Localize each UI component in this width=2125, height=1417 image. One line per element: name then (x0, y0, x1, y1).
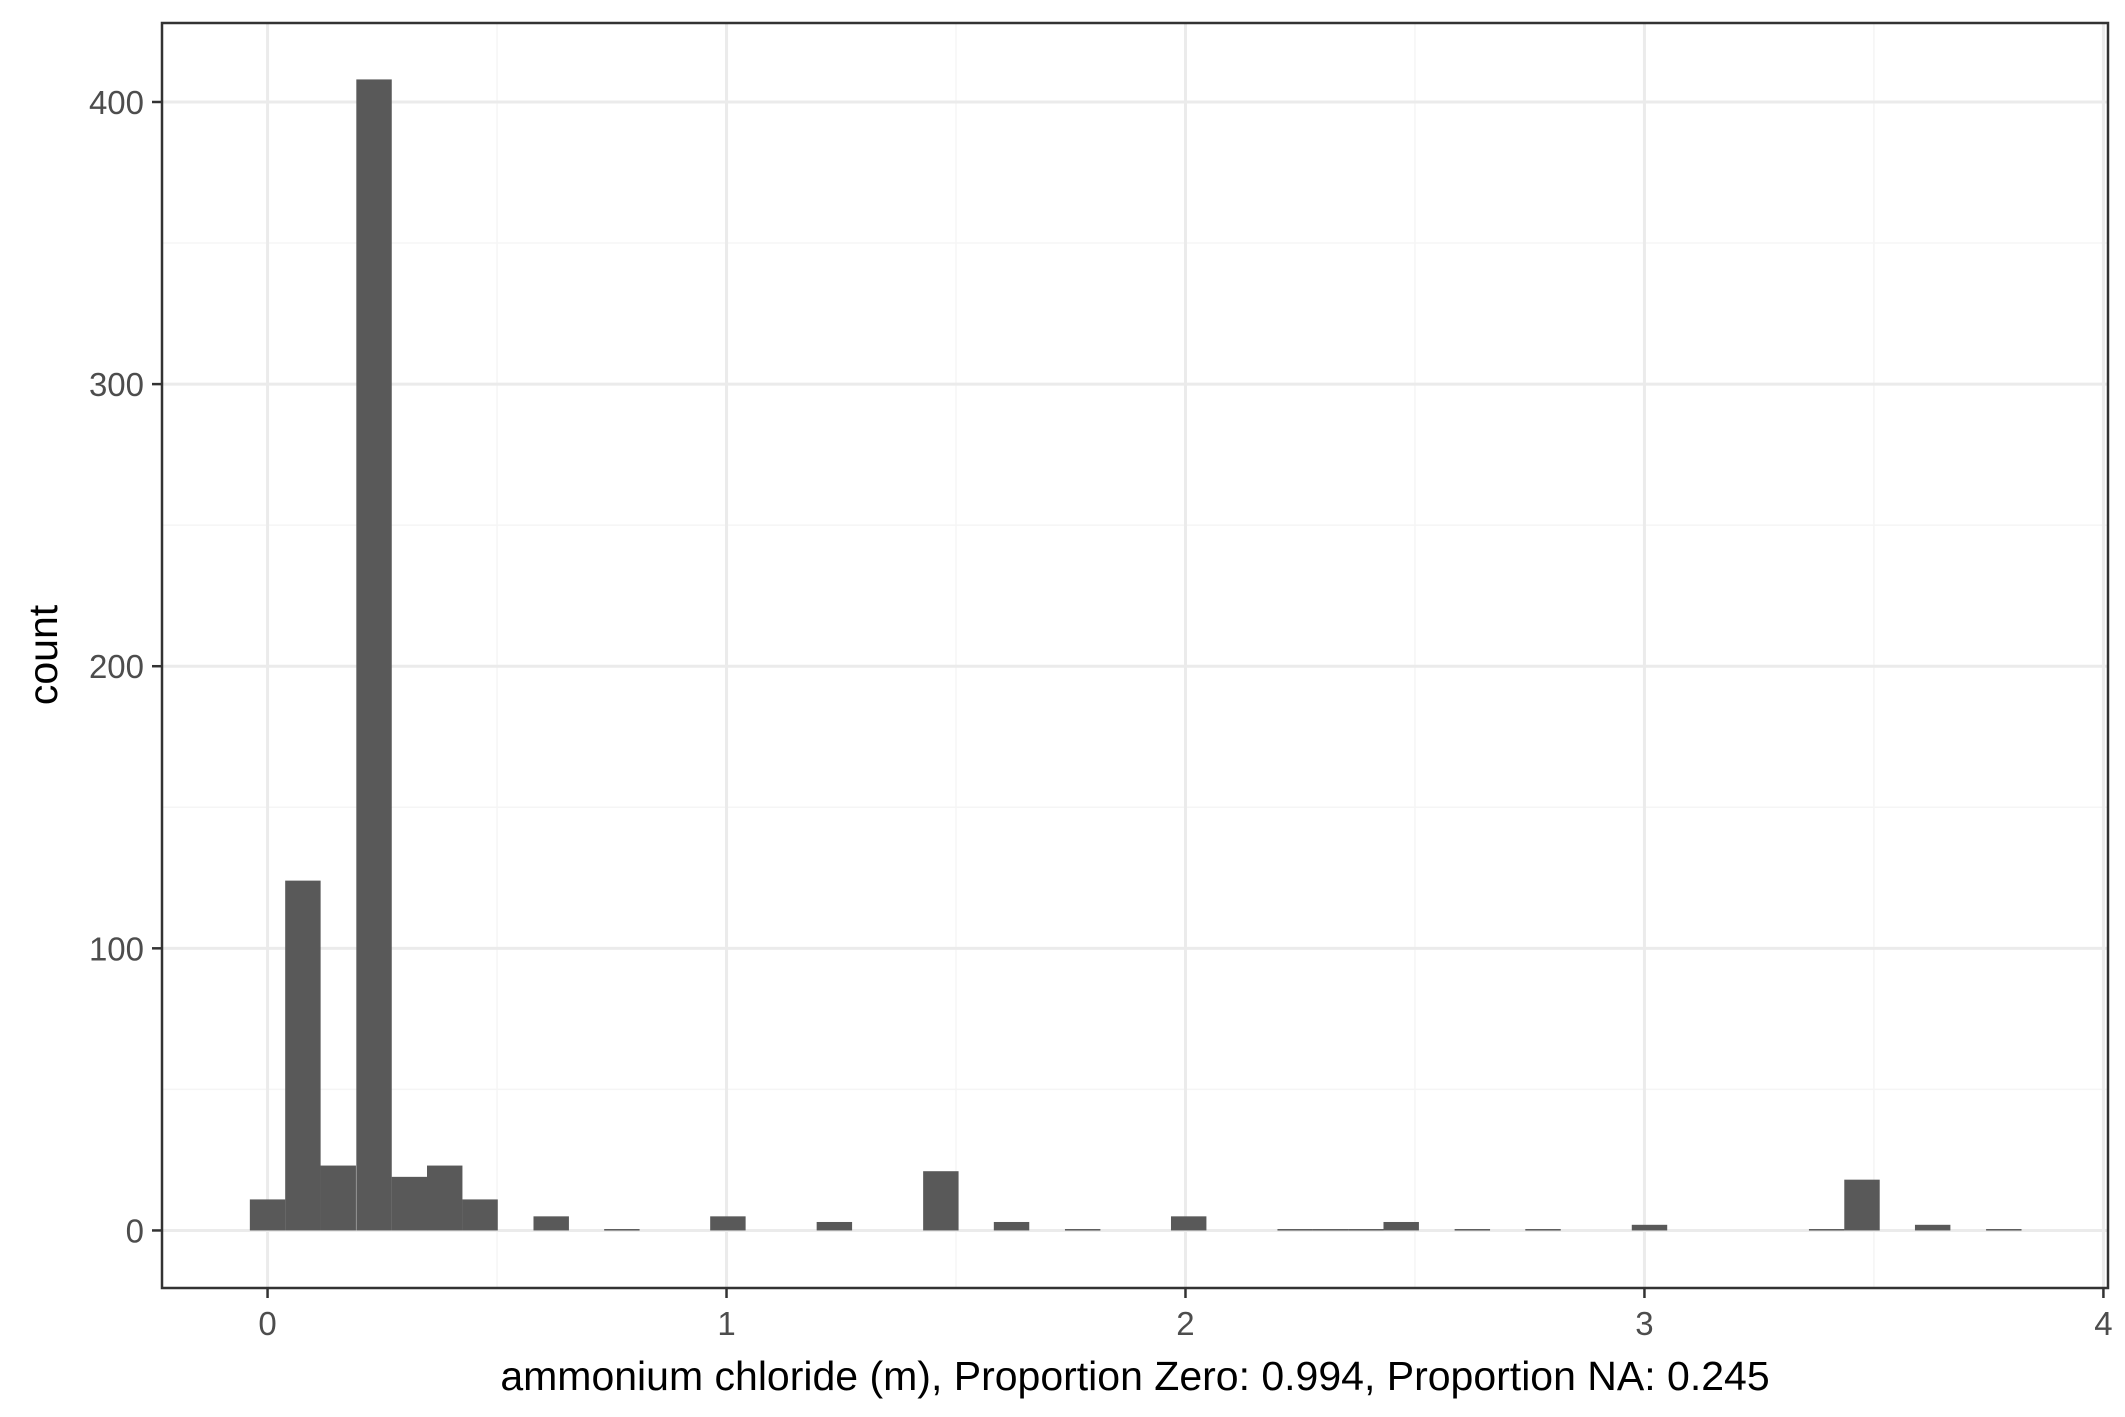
x-axis-title: ammonium chloride (m), Proportion Zero: … (500, 1353, 1769, 1399)
grid-minor (162, 23, 2108, 1288)
histogram-bar (356, 79, 392, 1231)
histogram-bar (923, 1171, 959, 1231)
panel-background (162, 23, 2108, 1288)
histogram-bar (604, 1229, 640, 1231)
histogram-bar (320, 1165, 356, 1231)
histogram-bar (1914, 1224, 1951, 1231)
y-tick-label: 400 (89, 84, 144, 121)
x-axis: 0 1 2 3 4 (258, 1288, 2113, 1342)
histogram-bar (1844, 1179, 1880, 1231)
histogram-bar (1631, 1224, 1668, 1231)
x-tick-label: 3 (1635, 1305, 1653, 1342)
x-tick-label: 2 (1176, 1305, 1194, 1342)
histogram-bar (427, 1165, 463, 1231)
y-axis: 0 100 200 300 400 (89, 84, 162, 1249)
x-tick-label: 0 (258, 1305, 276, 1342)
histogram-bars (249, 79, 2022, 1231)
histogram-bar (462, 1199, 498, 1231)
histogram-bar (285, 880, 321, 1231)
y-tick-label: 300 (89, 366, 144, 403)
histogram-bar (533, 1216, 569, 1231)
y-tick-label: 0 (126, 1212, 144, 1249)
histogram-bar (993, 1221, 1030, 1231)
y-tick-label: 200 (89, 648, 144, 685)
y-tick-label: 100 (89, 930, 144, 967)
y-axis-title: count (20, 604, 66, 705)
histogram-bar (249, 1199, 286, 1231)
histogram-bar (816, 1221, 853, 1231)
panel-border (160, 21, 2110, 1290)
histogram-bar (1454, 1229, 1491, 1231)
histogram-bar (1808, 1229, 1845, 1231)
histogram-bar (1277, 1229, 1313, 1231)
histogram-bar (1525, 1229, 1561, 1231)
histogram-bar (1383, 1221, 1419, 1231)
histogram-bar (1312, 1229, 1349, 1231)
histogram-bar (1170, 1216, 1207, 1231)
histogram-bar (1064, 1229, 1101, 1231)
histogram-bar (391, 1176, 428, 1231)
x-tick-label: 4 (2094, 1305, 2112, 1342)
histogram-bar (1986, 1229, 2022, 1231)
histogram-bar (710, 1216, 746, 1231)
x-tick-label: 1 (717, 1305, 735, 1342)
histogram-bar (1348, 1229, 1384, 1231)
